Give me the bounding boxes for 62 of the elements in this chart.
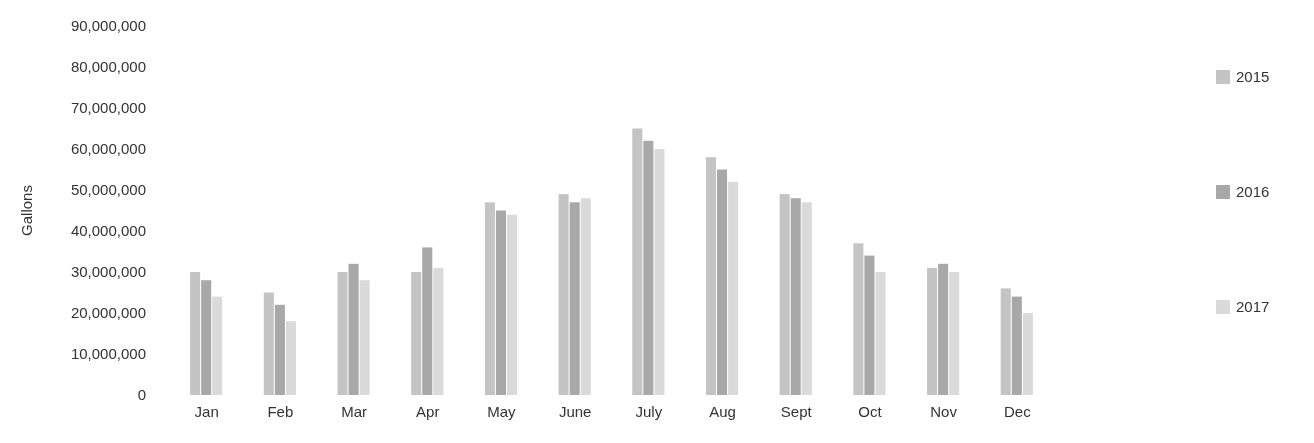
bar (643, 140, 654, 395)
y-tick-label: 80,000,000 (70, 58, 146, 76)
legend-label: 2015 (1236, 68, 1270, 86)
bar (779, 194, 790, 395)
y-tick-label: 30,000,000 (70, 263, 146, 281)
bar (728, 181, 739, 395)
y-tick-label: 0 (137, 386, 146, 404)
bar (274, 304, 285, 395)
bar (1022, 313, 1033, 395)
bar (433, 267, 444, 395)
y-tick-label: 20,000,000 (70, 304, 146, 322)
bar (506, 214, 518, 395)
bar (705, 157, 717, 395)
bar (495, 210, 506, 395)
x-tick-label: May (487, 403, 517, 420)
legend-label: 2016 (1236, 183, 1270, 201)
bar (654, 149, 665, 395)
x-tick-label: Apr (416, 403, 440, 420)
x-tick-label: Jan (194, 403, 219, 420)
bar (717, 169, 728, 395)
x-tick-label: Nov (930, 403, 958, 420)
bar (484, 202, 495, 395)
y-axis-title: Gallons (18, 185, 35, 236)
bar (801, 202, 812, 395)
bar (558, 194, 569, 395)
bar (580, 198, 591, 395)
bar (864, 255, 875, 395)
legend-label: 2017 (1236, 298, 1270, 316)
x-tick-label: Oct (858, 403, 883, 420)
bar (212, 296, 223, 395)
x-tick-label: Sept (780, 403, 813, 420)
y-tick-label: 40,000,000 (70, 222, 146, 240)
bar (263, 292, 274, 395)
bar (285, 321, 296, 395)
bar (790, 198, 801, 395)
bar (190, 272, 201, 395)
bar (201, 280, 212, 395)
bar (875, 272, 886, 395)
bar (949, 272, 960, 395)
bar (1000, 288, 1011, 395)
bar (853, 243, 864, 395)
x-tick-label: June (558, 403, 592, 420)
bar (411, 272, 422, 395)
x-tick-label: Mar (341, 403, 367, 420)
y-tick-label: 10,000,000 (70, 345, 146, 363)
y-tick-label: 50,000,000 (70, 181, 146, 199)
y-tick-label: 60,000,000 (70, 140, 146, 158)
bar (927, 267, 938, 395)
bar (938, 263, 949, 395)
bar (1011, 296, 1022, 395)
bar (348, 263, 359, 395)
bar (359, 280, 370, 395)
bar (337, 272, 348, 395)
x-tick-label: Aug (709, 403, 736, 420)
x-tick-label: July (635, 403, 663, 420)
bar (422, 247, 433, 395)
y-tick-label: 90,000,000 (70, 17, 146, 35)
x-tick-label: Feb (267, 403, 294, 420)
y-tick-label: 70,000,000 (70, 99, 146, 117)
bar (569, 202, 580, 395)
bar (632, 128, 643, 395)
x-tick-label: Dec (1003, 403, 1032, 420)
